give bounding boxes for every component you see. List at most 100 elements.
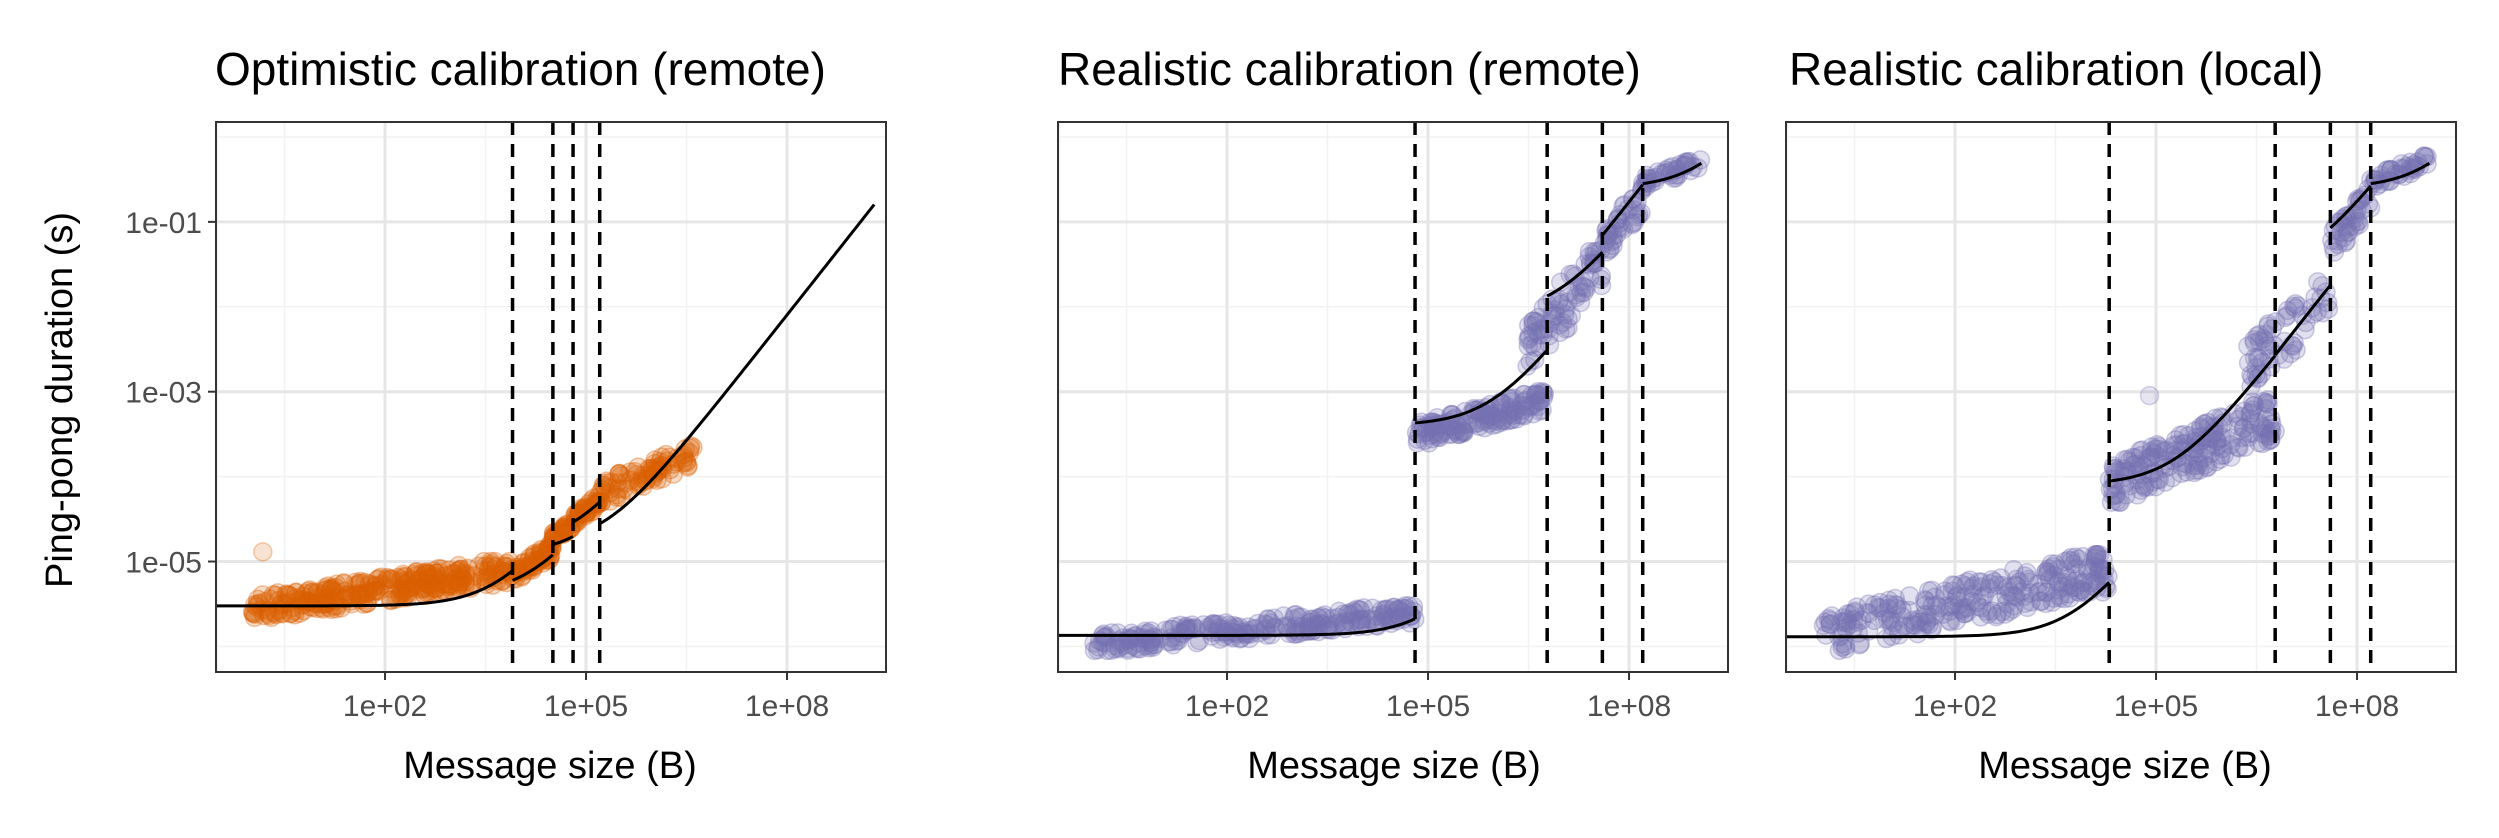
data-point — [2256, 324, 2277, 345]
data-point — [1905, 615, 1925, 636]
data-point — [1882, 616, 1902, 636]
data-point — [307, 582, 327, 602]
data-point — [350, 573, 371, 593]
data-point — [1518, 336, 1539, 356]
data-point — [2337, 206, 2358, 226]
fit-line-segment — [216, 569, 514, 608]
data-point — [1939, 601, 1960, 621]
data-point — [1301, 612, 1321, 632]
data-point — [2049, 585, 2070, 606]
data-point — [1446, 421, 1466, 442]
data-point — [2117, 449, 2138, 470]
data-point — [406, 562, 427, 582]
data-point — [1419, 433, 1439, 453]
data-point — [2069, 582, 2090, 603]
data-point — [2036, 561, 2057, 582]
data-point — [2211, 445, 2231, 466]
data-point — [2019, 572, 2040, 592]
data-point — [412, 563, 433, 583]
data-point — [1209, 618, 1229, 638]
data-point — [438, 574, 458, 595]
data-point — [1915, 595, 1936, 616]
data-point — [426, 563, 446, 583]
data-point — [2063, 554, 2084, 574]
data-point — [611, 466, 631, 486]
data-point — [1528, 307, 1549, 328]
data-point — [2087, 545, 2107, 565]
data-point — [1815, 612, 1835, 633]
data-point — [1986, 606, 2006, 627]
data-point — [2164, 445, 2185, 466]
data-point — [1558, 292, 1578, 312]
data-point — [341, 594, 362, 614]
data-point — [1101, 623, 1122, 643]
data-point — [2249, 348, 2269, 369]
data-point — [1837, 609, 1858, 630]
data-point — [317, 588, 338, 609]
data-point — [2222, 428, 2243, 448]
data-point — [2205, 408, 2226, 429]
data-point — [2296, 312, 2316, 333]
data-point — [301, 583, 322, 603]
data-point — [1987, 604, 2007, 625]
data-point — [278, 585, 299, 605]
data-point — [522, 556, 542, 577]
data-point — [406, 565, 427, 586]
data-point — [2172, 440, 2193, 460]
data-point — [473, 561, 494, 582]
data-point — [417, 563, 437, 584]
data-point — [2280, 343, 2301, 364]
data-point — [280, 585, 300, 606]
data-point — [2004, 596, 2024, 616]
data-point — [2058, 550, 2079, 570]
data-point — [2042, 592, 2063, 612]
data-point — [2228, 409, 2249, 430]
data-point — [429, 562, 450, 583]
data-point — [1888, 620, 1909, 640]
data-point — [398, 581, 418, 602]
data-point — [2138, 477, 2159, 497]
data-point — [2004, 560, 2024, 580]
data-point — [1510, 405, 1530, 425]
data-point — [1357, 609, 1378, 629]
data-point — [2187, 450, 2207, 471]
data-point — [1273, 606, 1294, 626]
data-point — [440, 574, 461, 594]
data-point — [2134, 477, 2155, 498]
data-point — [1482, 409, 1502, 430]
data-point — [2349, 214, 2369, 235]
data-point — [1339, 603, 1359, 623]
data-point — [2308, 272, 2328, 292]
data-point — [2031, 591, 2052, 611]
data-point — [438, 576, 458, 597]
data-point — [1518, 329, 1538, 350]
data-point — [1579, 241, 1600, 262]
data-point — [1203, 622, 1223, 643]
data-point — [1996, 593, 2017, 614]
data-point — [366, 580, 386, 601]
data-point — [2029, 581, 2050, 602]
data-point — [1468, 413, 1488, 433]
data-point — [2053, 577, 2074, 597]
data-point — [2327, 231, 2347, 251]
data-point — [365, 577, 385, 597]
data-point — [347, 584, 368, 604]
data-point — [449, 560, 469, 581]
data-point — [1335, 612, 1355, 632]
data-point — [1974, 585, 1995, 606]
data-point — [1244, 619, 1264, 639]
data-point — [2066, 558, 2087, 579]
data-point — [455, 572, 475, 592]
data-point — [412, 578, 433, 599]
data-point — [647, 470, 667, 491]
data-point — [333, 573, 354, 594]
data-point — [597, 471, 617, 491]
data-point — [1539, 334, 1560, 355]
data-point — [1360, 609, 1381, 630]
data-point — [1291, 607, 1312, 627]
data-point — [2087, 577, 2107, 598]
data-point — [2246, 364, 2266, 385]
data-point — [424, 578, 444, 598]
data-point — [2028, 574, 2049, 594]
data-point — [366, 581, 386, 601]
